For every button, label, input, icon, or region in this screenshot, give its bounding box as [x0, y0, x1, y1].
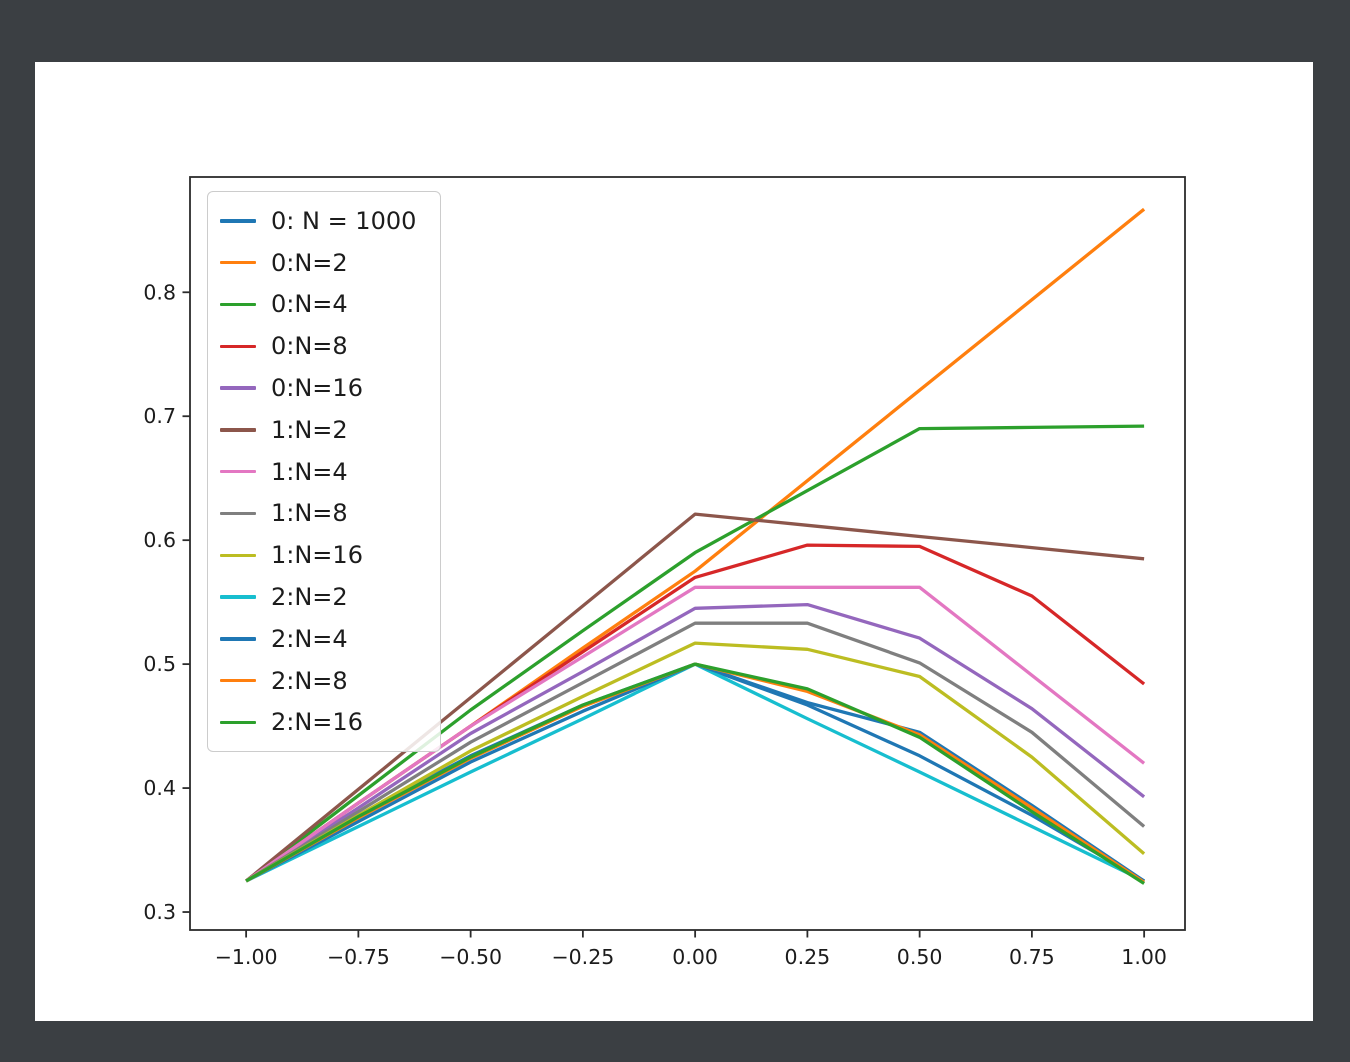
legend-line-swatch — [220, 637, 256, 641]
legend-line-swatch — [220, 261, 256, 265]
y-tick-label: 0.3 — [143, 900, 176, 924]
series-line-6 — [245, 585, 1146, 883]
x-tick-label: −0.25 — [551, 945, 614, 969]
legend-entry-2: 0:N=4 — [220, 284, 416, 326]
legend-label: 2:N=4 — [271, 624, 348, 653]
legend-entry-11: 2:N=8 — [220, 660, 416, 702]
figure-canvas: −1.00 −0.75 −0.50 −0.25 0.00 0.25 0.50 0.75 1.00… — [35, 62, 1313, 1021]
series-line-7 — [245, 621, 1146, 883]
series-line-5 — [245, 512, 1145, 883]
legend-label: 0:N=8 — [271, 332, 348, 361]
legend-entry-8: 1:N=16 — [220, 534, 416, 576]
y-tick-label: 0.6 — [143, 528, 176, 552]
x-tick-label: 0.50 — [897, 945, 943, 969]
y-tick-label: 0.7 — [143, 404, 176, 428]
legend-label: 0:N=16 — [271, 374, 363, 403]
legend-label: 0:N=4 — [271, 290, 348, 319]
legend-entry-12: 2:N=16 — [220, 702, 416, 744]
legend-entry-0: 0: N = 1000 — [220, 200, 416, 242]
legend-line-swatch — [220, 511, 256, 516]
x-tick-label: −0.75 — [327, 945, 390, 969]
legend-label: 2:N=16 — [271, 708, 363, 737]
legend-label: 2:N=8 — [271, 666, 348, 695]
y-tick-label: 0.5 — [143, 652, 176, 676]
series-line-12 — [245, 662, 1145, 885]
legend-label: 0:N=2 — [271, 248, 348, 277]
legend-line-swatch — [220, 720, 256, 725]
legend-line-swatch — [220, 344, 256, 348]
legend-entry-3: 0:N=8 — [220, 325, 416, 367]
series-line-2 — [245, 424, 1145, 883]
legend-entry-6: 1:N=4 — [220, 451, 416, 493]
x-tick-label: −1.00 — [215, 945, 278, 969]
legend-entry-4: 0:N=16 — [220, 367, 416, 409]
x-tick-label: 0.75 — [1009, 945, 1055, 969]
series-line-8 — [245, 641, 1146, 883]
x-tick-label: 1.00 — [1121, 945, 1167, 969]
x-tick-label: 0.00 — [672, 945, 718, 969]
legend-entry-10: 2:N=4 — [220, 618, 416, 660]
legend-entry-1: 0:N=2 — [220, 242, 416, 284]
series-line-4 — [245, 602, 1146, 883]
legend-label: 1:N=2 — [271, 415, 348, 444]
legend-label: 1:N=16 — [271, 541, 363, 570]
legend-line-swatch — [220, 678, 256, 683]
x-tick-label: −0.50 — [439, 945, 502, 969]
legend-line-swatch — [220, 553, 256, 557]
plot-area: −1.00 −0.75 −0.50 −0.25 0.00 0.25 0.50 0.75 1.00… — [143, 176, 1186, 969]
legend-label: 1:N=8 — [271, 499, 348, 528]
legend-label: 2:N=2 — [271, 583, 348, 612]
legend-entry-9: 2:N=2 — [220, 576, 416, 618]
y-tick-label: 0.8 — [143, 280, 176, 304]
legend-line-swatch — [220, 469, 256, 474]
legend-line-swatch — [220, 595, 256, 599]
legend-line-swatch — [220, 219, 256, 223]
legend-entry-5: 1:N=2 — [220, 409, 416, 451]
legend-line-swatch — [220, 302, 256, 307]
axes-spines — [189, 176, 1186, 931]
legend-box: 0: N = 1000 0:N=2 0:N=4 0:N=8 0:N=16 1:N=2 1:N… — [207, 191, 442, 753]
legend-label: 0: N = 1000 — [271, 206, 417, 235]
legend-line-swatch — [220, 428, 256, 432]
legend-label: 1:N=4 — [271, 457, 348, 486]
x-tick-label: 0.25 — [785, 945, 831, 969]
legend-entry-7: 1:N=8 — [220, 493, 416, 535]
y-tick-label: 0.4 — [143, 776, 176, 800]
legend-line-swatch — [220, 386, 256, 390]
